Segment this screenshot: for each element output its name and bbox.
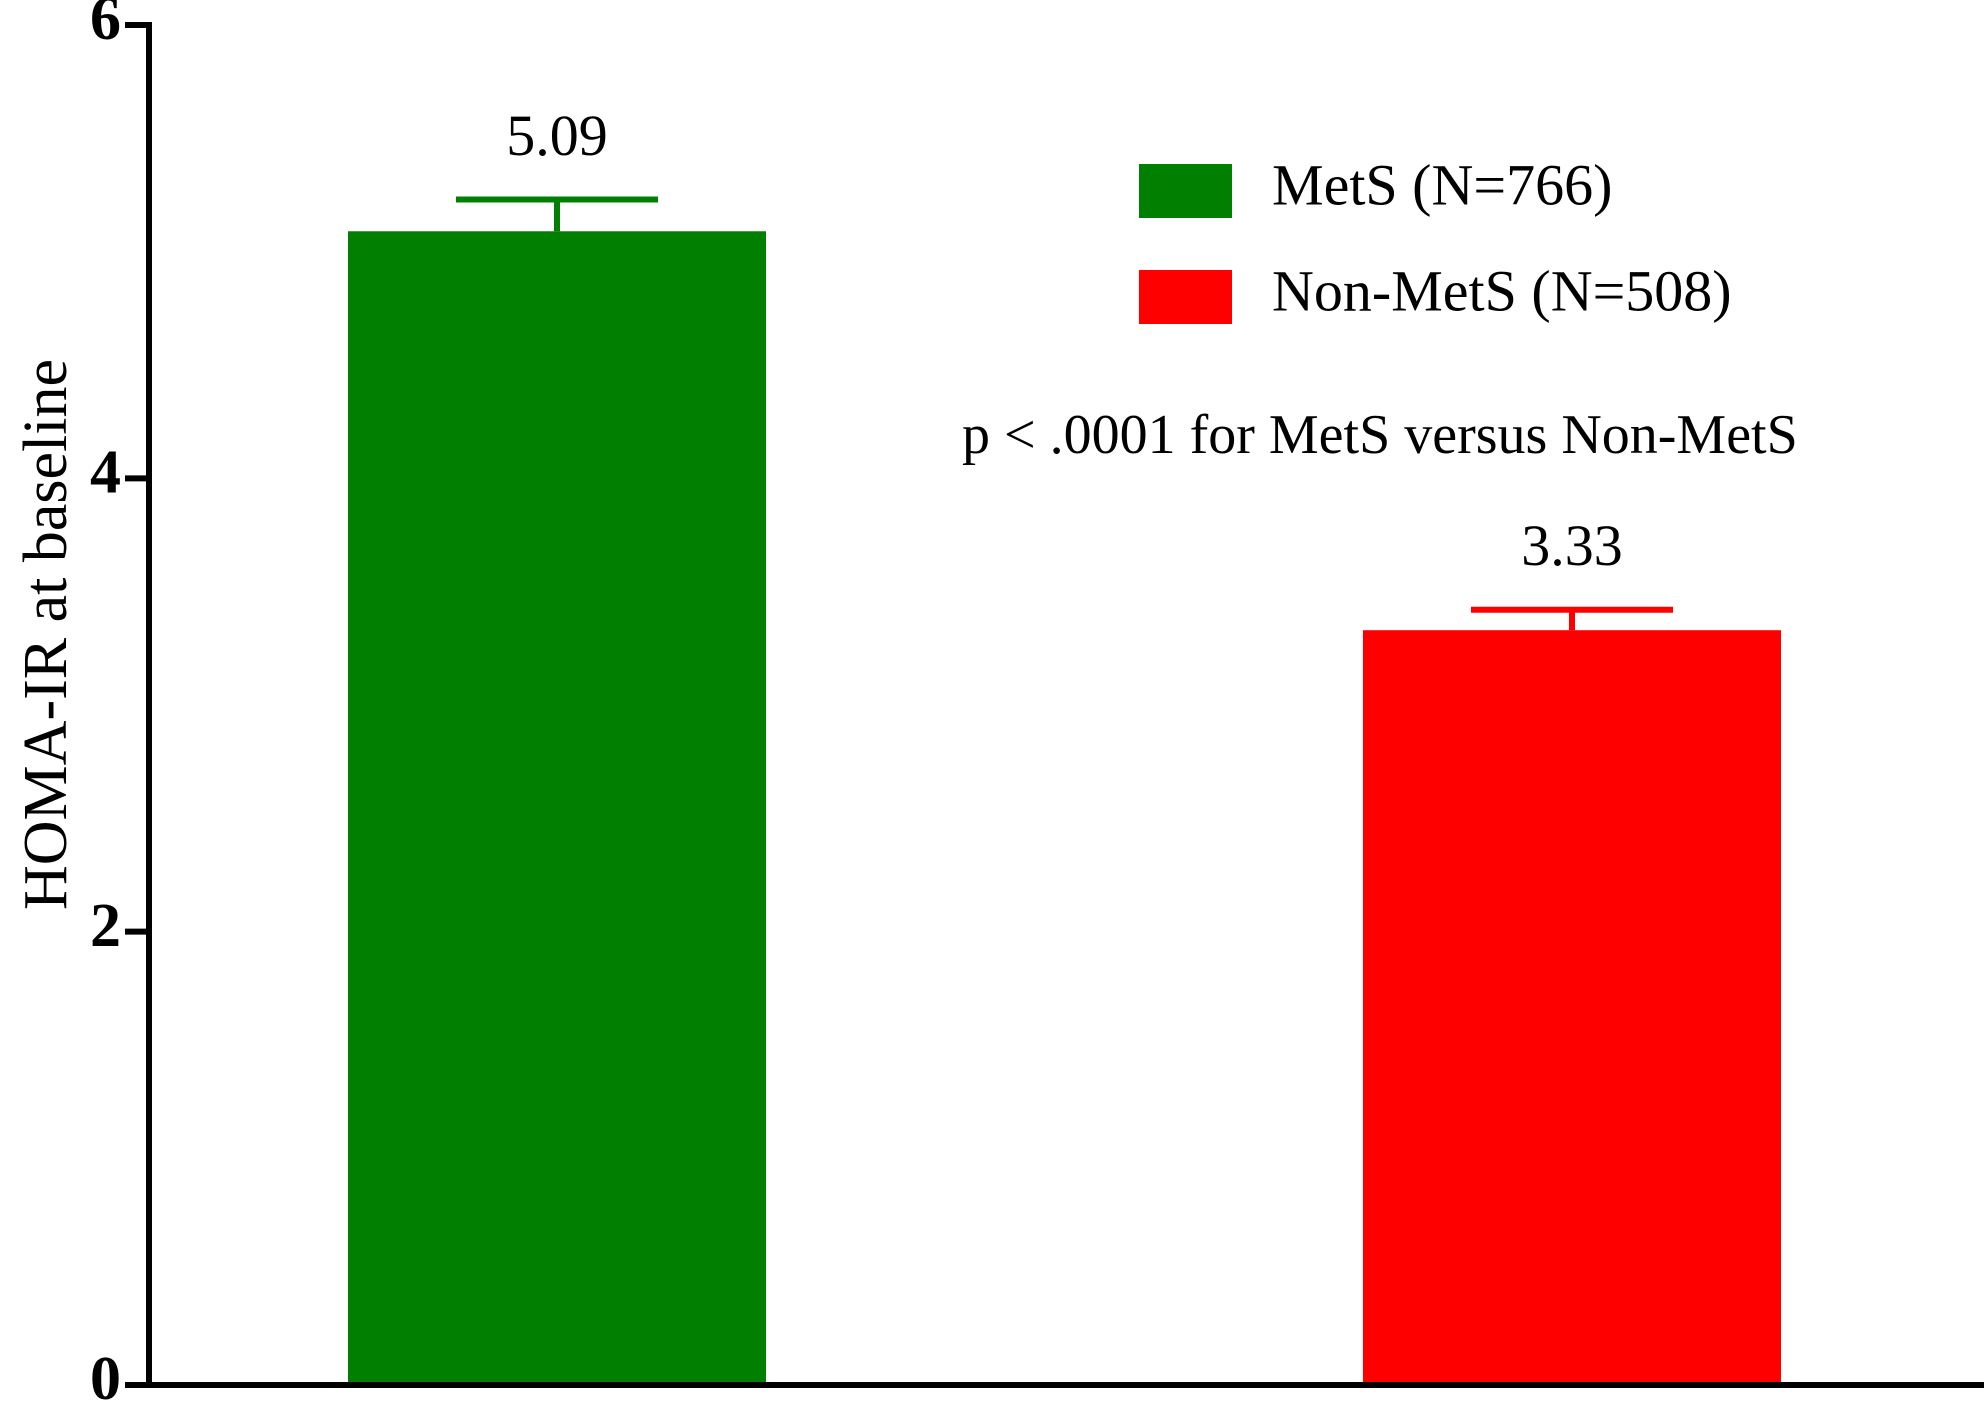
error-bar [456,196,658,232]
annotation: p < .0001 for MetS versus Non-MetS [962,404,1798,466]
bar [1363,630,1781,1385]
legend-swatch [1139,270,1232,324]
y-tick-label: 0 [90,1345,121,1413]
bar [348,231,766,1386]
y-tick-label: 6 [90,0,121,53]
value-label: 3.33 [1521,513,1623,578]
y-tick-label: 2 [90,892,121,960]
legend-label: MetS (N=766) [1272,152,1612,217]
legend-swatch [1139,164,1232,218]
legend-label: Non-MetS (N=508) [1272,258,1732,323]
y-axis-label: HOMA-IR at baseline [12,359,80,910]
y-tick-label: 4 [90,439,121,507]
error-bar [1471,606,1673,631]
value-label: 5.09 [506,103,608,168]
